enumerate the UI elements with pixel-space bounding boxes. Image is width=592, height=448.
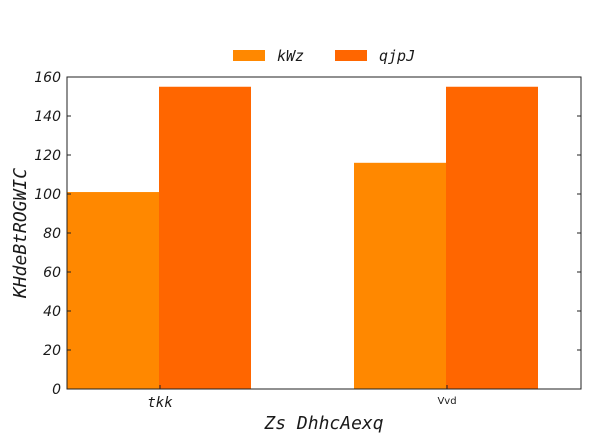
bar-kWz-tkk <box>67 192 159 389</box>
y-tick-label: 140 <box>34 109 61 125</box>
y-tick-label: 60 <box>43 265 61 281</box>
y-tick-label: 20 <box>43 343 61 359</box>
x-axis-ticks: tkk Vvd <box>147 385 457 411</box>
legend-label-kWz: kWz <box>277 47 304 65</box>
plot-frame <box>66 76 582 390</box>
x-tick-label: tkk <box>147 395 173 411</box>
x-tick-label: Vvd <box>437 396 456 407</box>
y-axis-title: KHdeBtROGWIC <box>10 168 31 299</box>
y-tick-label: 100 <box>34 187 61 203</box>
y-axis-ticks: 0 20 40 60 80 100 120 140 160 <box>34 70 581 398</box>
y-tick-label: 160 <box>34 70 61 86</box>
y-tick-label: 120 <box>34 148 61 164</box>
y-tick-label: 80 <box>43 226 61 242</box>
bars <box>67 86 538 389</box>
legend-swatch-kWz <box>233 50 265 61</box>
legend-label-qjpJ: qjpJ <box>379 47 415 65</box>
legend-swatch-qjpJ <box>335 50 367 61</box>
y-tick-label: 0 <box>52 382 61 398</box>
bar-kWz-Vvd <box>354 162 446 389</box>
y-tick-label: 40 <box>43 304 61 320</box>
x-axis-title: Zs DhhcAexq <box>263 413 383 434</box>
bar-qjpJ-tkk <box>159 86 251 389</box>
bar-qjpJ-Vvd <box>446 86 538 389</box>
legend: kWz qjpJ <box>233 47 415 65</box>
